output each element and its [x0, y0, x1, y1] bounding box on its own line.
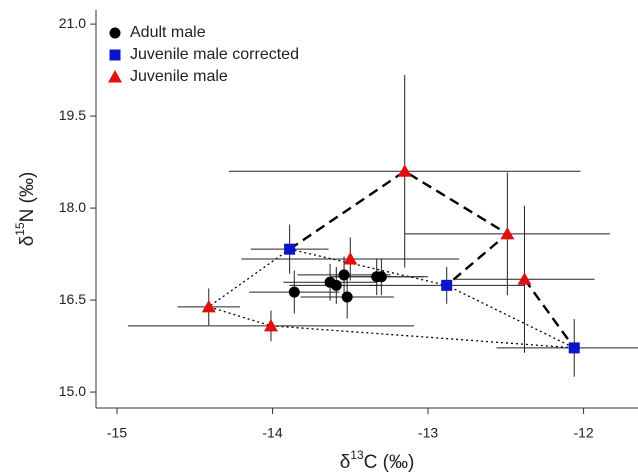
dashed-line: [288, 169, 510, 287]
legend-label: Adult male: [130, 24, 206, 41]
y-tick-label: 21.0: [59, 15, 86, 31]
ylabel-title: δ15N (‰): [13, 172, 38, 247]
point: [284, 243, 296, 255]
xlabel-title: δ13C (‰): [340, 448, 415, 473]
label-part: δ: [340, 452, 351, 473]
points: [201, 164, 580, 354]
label-part: δ: [17, 236, 38, 247]
point: [343, 251, 358, 265]
point: [201, 299, 216, 313]
label-sup: 15: [13, 222, 27, 236]
point: [330, 279, 342, 291]
point: [341, 291, 353, 303]
legend-label: Juvenile male corrected: [130, 46, 299, 63]
y-tick-label: 19.5: [59, 107, 86, 123]
label-sup: 13: [350, 448, 364, 462]
point: [375, 271, 387, 283]
point: [288, 286, 300, 298]
x-tick-label: -14: [262, 425, 282, 441]
y-tick-label: 18.0: [59, 199, 86, 215]
point: [338, 269, 350, 281]
dotted-line: [207, 248, 575, 349]
point: [397, 164, 412, 177]
legend-label: Juvenile male: [130, 68, 228, 85]
legend-marker: [108, 70, 122, 83]
hull-lines: [207, 169, 576, 349]
legend-marker: [109, 27, 121, 39]
point: [517, 272, 532, 285]
dashed-line: [523, 278, 576, 349]
x-tick-label: -13: [418, 425, 438, 441]
point: [441, 279, 453, 291]
legend-marker: [109, 49, 121, 61]
y-tick-label: 15.0: [59, 383, 86, 399]
point: [568, 342, 580, 354]
label-part: N (‰): [17, 172, 38, 223]
x-tick-label: -15: [107, 425, 127, 441]
point: [263, 318, 278, 332]
point: [500, 226, 515, 240]
dotted-line: [289, 248, 575, 349]
x-tick-label: -12: [573, 425, 593, 441]
label-part: C (‰): [364, 452, 415, 473]
y-tick-label: 16.5: [59, 291, 86, 307]
